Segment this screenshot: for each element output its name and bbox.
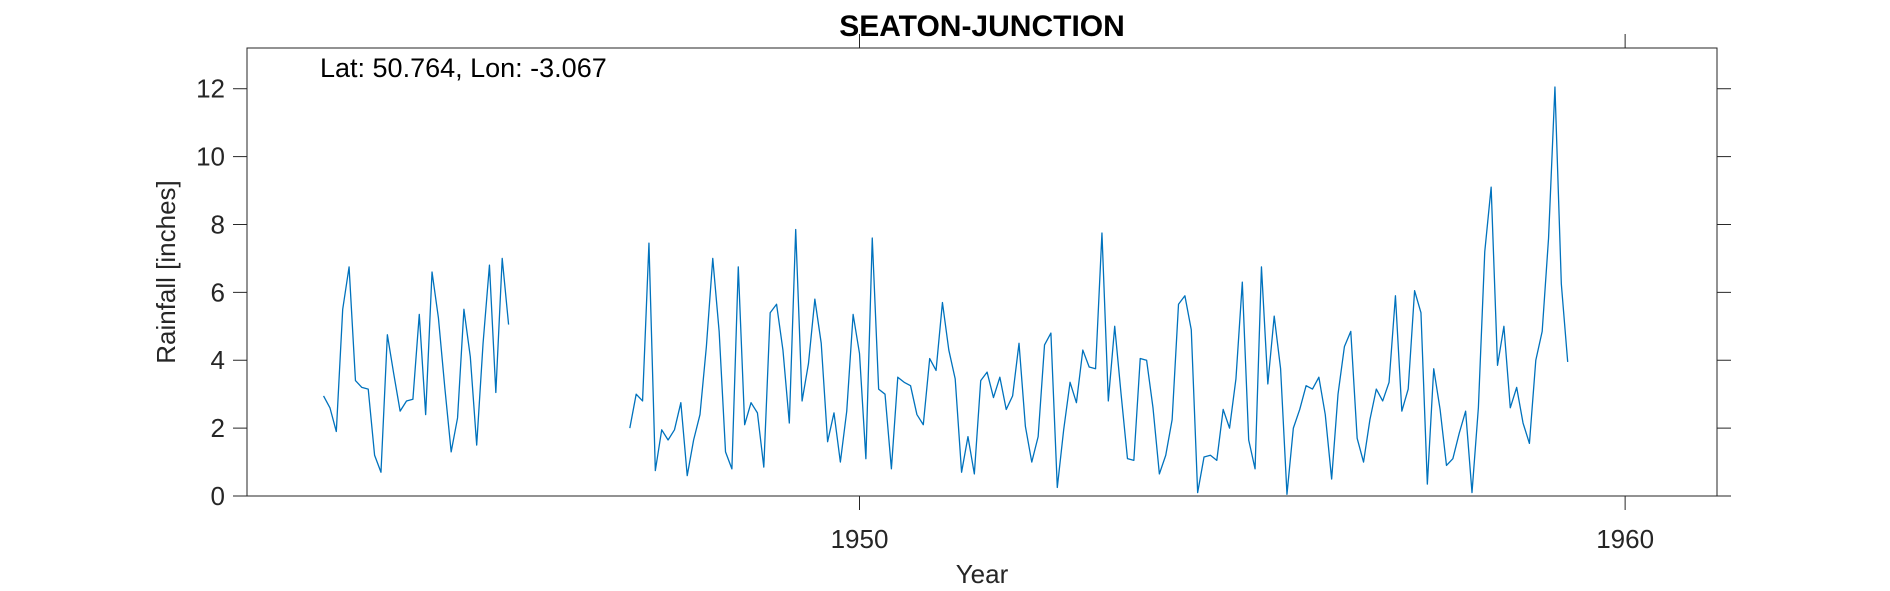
location-annotation: Lat: 50.764, Lon: -3.067	[320, 53, 607, 83]
chart-title: SEATON-JUNCTION	[839, 10, 1125, 43]
ticks-layer: 0 2 4 6 8 10 12 1950 1960	[196, 34, 1731, 554]
y-tick-label-12: 12	[196, 74, 225, 104]
x-axis-label: Year	[956, 559, 1009, 589]
x-tick-label-1960: 1960	[1596, 524, 1654, 554]
y-axis-label: Rainfall [inches]	[151, 180, 181, 364]
series-line-layer	[322, 86, 1569, 495]
y-tick-label-4: 4	[211, 345, 225, 375]
y-tick-label-8: 8	[211, 209, 225, 239]
plot-area-box	[246, 47, 1718, 497]
y-tick-label-10: 10	[196, 142, 225, 172]
series-line-0	[322, 86, 1569, 495]
y-tick-label-0: 0	[211, 481, 225, 511]
x-tick-label-1950: 1950	[831, 524, 889, 554]
y-tick-label-6: 6	[211, 277, 225, 307]
y-tick-label-2: 2	[211, 413, 225, 443]
